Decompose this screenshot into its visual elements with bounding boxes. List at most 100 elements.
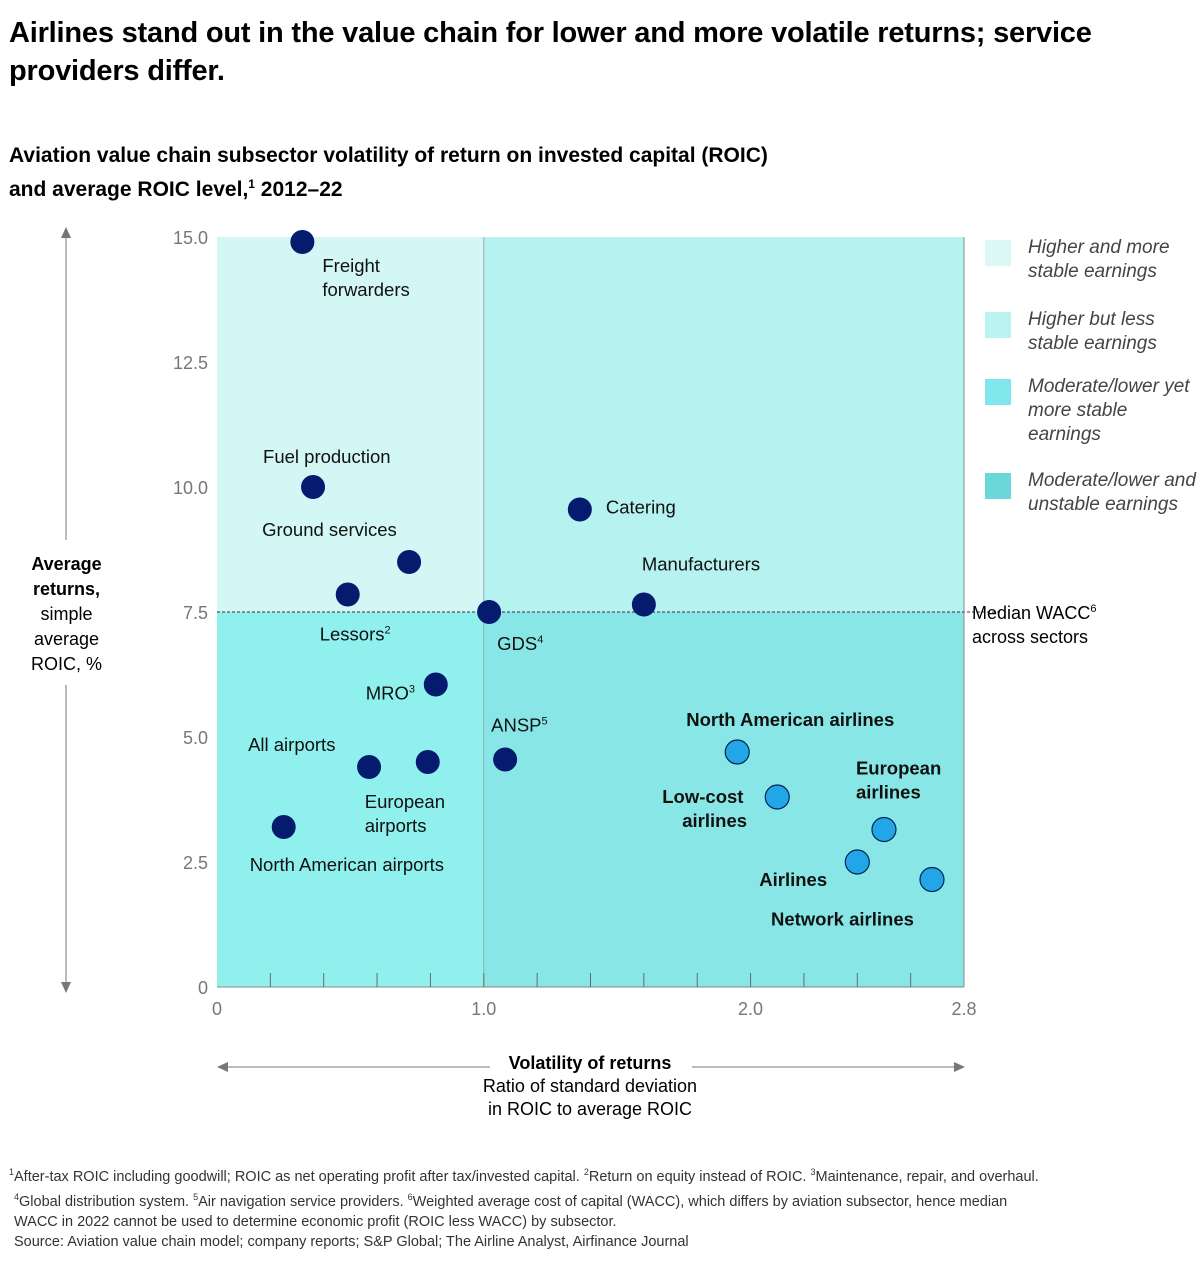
subtitle-line1: Aviation value chain subsector volatilit… (9, 144, 768, 167)
y-tick-label: 5.0 (183, 728, 208, 748)
data-point-north-american-airlines (724, 739, 750, 765)
fn-text: Air navigation service providers. (198, 1193, 408, 1210)
source-note: Source: Aviation value chain model; comp… (14, 1233, 689, 1250)
legend-swatch (985, 240, 1011, 266)
footnote-ref: 3 (409, 684, 415, 696)
data-labels: Freight forwarders Fuel production Ground s… (248, 255, 941, 930)
fn-ref: 4 (14, 1191, 20, 1202)
data-points (271, 230, 945, 893)
data-label: Lessors2 (320, 624, 391, 645)
page-title: Airlines stand out in the value chain fo… (9, 17, 1092, 87)
quadrant-top-right (483, 237, 964, 612)
footnotes: 1After-tax ROIC including goodwill; ROIC… (9, 1162, 1199, 1252)
data-point-ground-services (397, 550, 422, 574)
quadrant-bottom-right (483, 612, 964, 987)
legend-item-higher-less-stable: Higher but less stable earnings (985, 308, 1200, 375)
data-label: All airports (248, 734, 335, 755)
quadrant-backgrounds (217, 237, 964, 987)
footnote-line-3: WACC in 2022 cannot be used to determine… (14, 1213, 617, 1230)
fn-text: Global distribution system. (19, 1193, 194, 1210)
x-arrow-left-icon (217, 1062, 228, 1072)
data-label: Network airlines (771, 909, 914, 930)
fn-ref: 6 (407, 1191, 413, 1202)
axis-ticks: 0 2.5 5.0 7.5 10.0 12.5 15.0 0 1.0 2.0 2.8 (173, 228, 977, 1019)
footnote-line-1: 1After-tax ROIC including goodwill; ROIC… (9, 1162, 1199, 1187)
legend-label: Higher but less stable earnings (1028, 309, 1157, 354)
x-axis-label-line1: Ratio of standard deviation (482, 1076, 698, 1096)
data-label: European (856, 758, 941, 779)
fn-text: After-tax ROIC including goodwill; ROIC … (14, 1168, 584, 1185)
footnote-ref: 4 (537, 634, 543, 646)
data-point-catering (567, 497, 592, 522)
x-arrow-right-icon (954, 1062, 965, 1072)
y-arrow-down-icon (61, 982, 71, 993)
data-label: Ground services (262, 519, 397, 540)
y-tick-label: 10.0 (173, 478, 208, 498)
data-label: Manufacturers (642, 554, 760, 575)
data-point-all-airports (357, 755, 382, 779)
data-point-low-cost-airlines (764, 784, 790, 810)
y-arrow-up-icon (61, 227, 71, 238)
legend-swatch (985, 473, 1011, 499)
x-tick-label: 1.0 (471, 999, 496, 1019)
data-label: Airlines (759, 869, 827, 890)
fn-ref: 3 (810, 1167, 816, 1177)
axis-arrows (61, 227, 965, 1072)
data-point-network-airlines (919, 866, 945, 893)
legend-label: Moderate/lower yet more stable earnings (1028, 376, 1190, 445)
data-point-european-airports (415, 750, 440, 774)
wacc-label-text: Median WACC (972, 603, 1091, 623)
footnote-ref: 5 (542, 716, 548, 728)
data-label: Fuel production (263, 446, 391, 467)
fn-text: Weighted average cost of capital (WACC),… (412, 1193, 1008, 1210)
fn-ref: 2 (583, 1167, 589, 1177)
data-label: Catering (606, 497, 676, 518)
y-axis-label-rest: simple average ROIC, % (30, 604, 102, 674)
quadrant-top-left (217, 237, 484, 612)
y-tick-label: 0 (198, 978, 208, 998)
data-label: airlines (856, 782, 921, 803)
y-tick-label: 12.5 (173, 353, 208, 373)
wacc-label-text-2: across sectors (972, 627, 1089, 647)
data-label: North American airlines (686, 709, 894, 730)
data-point-lessors (335, 582, 360, 607)
data-label: ANSP5 (491, 715, 548, 736)
legend: Higher and more stable earnings Higher b… (985, 236, 1200, 549)
subtitle-footnote-ref: 1 (248, 177, 255, 191)
chart-subtitle: Aviation value chain subsector volatilit… (9, 142, 1009, 204)
fn-ref: 5 (193, 1191, 199, 1202)
y-tick-label: 7.5 (183, 603, 208, 623)
data-point-freight-forwarders (290, 230, 315, 254)
data-point-north-american-airports (271, 815, 296, 839)
data-label: airlines (682, 810, 747, 831)
legend-item-moderate-unstable: Moderate/lower and unstable earnings (985, 469, 1200, 549)
footnote-ref: 2 (385, 625, 391, 637)
data-point-european-airlines (871, 816, 897, 843)
subtitle-line2: and average ROIC level, (9, 178, 249, 201)
data-label: airports (365, 815, 427, 836)
data-label: forwarders (322, 279, 409, 300)
legend-label: Higher and more stable earnings (1028, 237, 1170, 282)
data-point-ansp (493, 747, 518, 772)
scatter-chart: 0 2.5 5.0 7.5 10.0 12.5 15.0 0 1.0 2.0 2.8 Freight… (61, 227, 1000, 1072)
legend-swatch (985, 379, 1011, 405)
x-axis-label-bold: Volatility of returns (508, 1053, 672, 1073)
x-tick-label: 2.0 (738, 999, 763, 1019)
fn-ref: 1 (9, 1167, 15, 1177)
data-point-gds (477, 600, 502, 624)
subtitle-years: 2012–22 (254, 178, 343, 201)
data-label: Freight (322, 255, 380, 276)
data-label: European (365, 791, 445, 812)
wacc-footnote-ref: 6 (1090, 603, 1097, 615)
data-label: Low-cost (662, 786, 743, 807)
y-axis-label: Average returns, simple average ROIC, % (0, 552, 133, 677)
data-point-mro (423, 672, 448, 697)
x-tick-label: 0 (212, 999, 222, 1019)
data-label: North American airports (250, 854, 444, 875)
data-point-manufacturers (631, 592, 656, 617)
data-label: GDS4 (497, 633, 543, 654)
y-tick-label: 15.0 (173, 228, 208, 248)
fn-text: Maintenance, repair, and overhaul. (815, 1168, 1039, 1185)
x-tick-label: 2.8 (951, 999, 976, 1019)
legend-item-moderate-stable: Moderate/lower yet more stable earnings (985, 375, 1200, 469)
